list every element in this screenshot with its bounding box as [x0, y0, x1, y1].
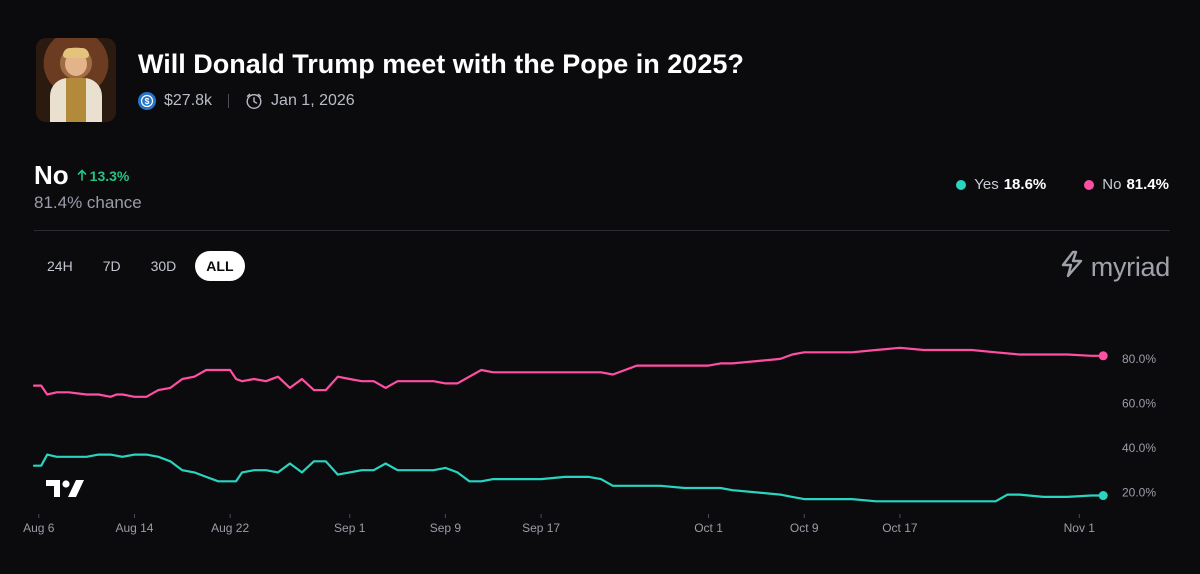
chart-legend: Yes 18.6% No 81.4% — [956, 176, 1169, 193]
market-title: Will Donald Trump meet with the Pope in … — [138, 49, 744, 79]
legend-label-yes: Yes — [974, 176, 999, 193]
meta-separator — [228, 94, 230, 108]
range-24h-button[interactable]: 24H — [47, 258, 73, 274]
x-tick-label: Oct 17 — [882, 521, 918, 535]
market-meta: $ $27.8k Jan 1, 2026 — [138, 92, 355, 110]
series-end-dot-no — [1098, 351, 1108, 361]
x-tick-label: Nov 1 — [1064, 521, 1096, 535]
x-axis: Aug 6 Aug 14 Aug 22 Sep 1 Sep 9 Sep 17 Oct 1 Oc… — [23, 514, 1095, 535]
legend-label-no: No — [1102, 176, 1122, 193]
outcome-label: No — [34, 160, 69, 190]
time-range-selector: 24H 7D 30D ALL — [36, 251, 245, 281]
end-date: Jan 1, 2026 — [271, 92, 355, 109]
y-axis: 20.0% 40.0% 60.0% 80.0% — [1122, 352, 1156, 500]
x-tick-label: Sep 1 — [334, 521, 366, 535]
thumbnail-hair — [63, 48, 89, 58]
svg-text:$: $ — [145, 96, 150, 106]
brand-name: myriad — [1090, 252, 1171, 282]
clock-icon — [245, 92, 263, 110]
x-tick-label: Aug 6 — [23, 521, 55, 535]
series-end-dot-yes — [1098, 491, 1108, 501]
y-tick-label: 20.0% — [1122, 485, 1156, 499]
y-tick-label: 60.0% — [1122, 396, 1156, 410]
outcome-chance: 81.4% chance — [34, 193, 142, 212]
range-30d-button[interactable]: 30D — [150, 258, 177, 274]
thumbnail-gold-trim — [66, 78, 86, 122]
range-all-button[interactable]: ALL — [195, 251, 245, 281]
tradingview-watermark — [46, 480, 84, 497]
series-line-no — [32, 346, 1105, 398]
legend-value-yes: 18.6% — [1003, 176, 1047, 193]
legend-item-no: No 81.4% — [1084, 176, 1169, 193]
thumbnail-face — [65, 52, 87, 76]
x-tick-label: Oct 1 — [694, 521, 723, 535]
x-tick-label: Oct 9 — [790, 521, 819, 535]
outcome-summary: No 13.3% 81.4% chance — [34, 160, 142, 213]
legend-item-yes: Yes 18.6% — [956, 176, 1046, 193]
legend-value-no: 81.4% — [1126, 176, 1169, 193]
arrow-up-icon — [77, 168, 87, 184]
y-tick-label: 40.0% — [1122, 441, 1156, 455]
x-tick-label: Sep 9 — [430, 521, 462, 535]
volume-value: $27.8k — [164, 92, 213, 109]
x-tick-label: Sep 17 — [522, 521, 560, 535]
usdc-icon: $ — [138, 92, 156, 110]
range-7d-button[interactable]: 7D — [102, 258, 121, 274]
section-divider — [34, 230, 1170, 231]
legend-dot-yes — [956, 179, 967, 190]
x-tick-label: Aug 22 — [211, 521, 249, 535]
y-tick-label: 80.0% — [1122, 352, 1156, 366]
legend-dot-no — [1084, 179, 1095, 190]
change-value: 13.3% — [89, 167, 130, 184]
myriad-logo-icon — [1059, 250, 1085, 285]
series-line-yes — [32, 453, 1105, 503]
chart-series — [32, 346, 1108, 503]
x-tick-label: Aug 14 — [115, 521, 153, 535]
brand-logo: myriad — [1059, 250, 1170, 285]
market-header: Will Donald Trump meet with the Pope in … — [36, 38, 1160, 122]
market-thumbnail[interactable] — [36, 38, 116, 122]
change-indicator: 13.3% — [77, 167, 130, 184]
